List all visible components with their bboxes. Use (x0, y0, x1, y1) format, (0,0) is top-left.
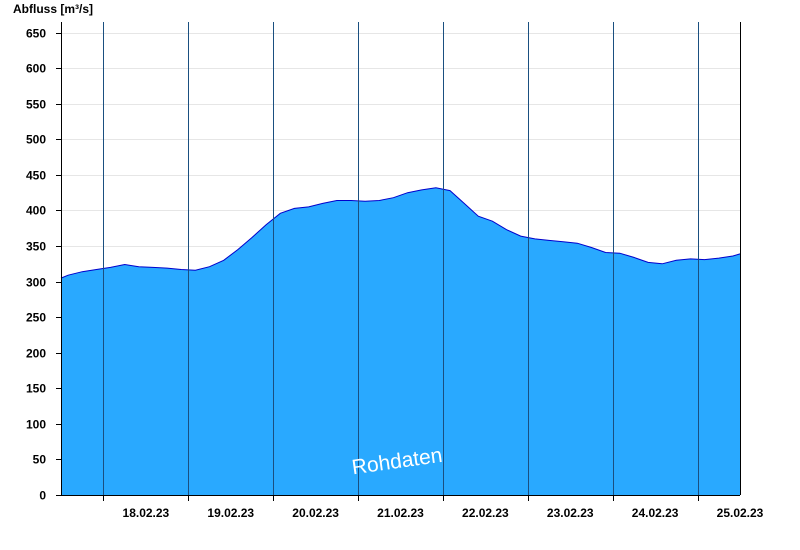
y-tick-label: 150 (26, 382, 46, 396)
axis-layer (61, 22, 741, 496)
day-boundary-layer (103, 22, 699, 495)
area-layer (60, 187, 741, 495)
y-tick-label: 600 (26, 62, 46, 76)
y-tick-label: 500 (26, 133, 46, 147)
y-tick-label: 300 (26, 276, 46, 290)
x-tick-label: 23.02.23 (547, 506, 594, 520)
y-tick-label: 0 (39, 489, 46, 503)
x-tick-label: 19.02.23 (207, 506, 254, 520)
x-tick-layer: 18.02.23 19.02.23 20.02.23 21.02.23 22.02.23… (103, 495, 764, 520)
x-tick-label: 18.02.23 (123, 506, 170, 520)
discharge-area (61, 187, 740, 495)
y-tick-label: 650 (26, 27, 46, 41)
y-tick-label: 550 (26, 98, 46, 112)
y-tick-label: 400 (26, 204, 46, 218)
x-tick-label: 25.02.23 (717, 506, 764, 520)
y-tick-layer: 0 50 100 150 200 250 300 350 400 450 500 550 600 650 (26, 27, 61, 503)
discharge-line (60, 187, 741, 279)
x-tick-label: 21.02.23 (377, 506, 424, 520)
y-tick-label: 450 (26, 169, 46, 183)
y-tick-label: 100 (26, 418, 46, 432)
x-tick-label: 24.02.23 (632, 506, 679, 520)
x-tick-label: 20.02.23 (292, 506, 339, 520)
y-tick-label: 50 (33, 453, 47, 467)
y-tick-label: 250 (26, 311, 46, 325)
x-tick-label: 22.02.23 (462, 506, 509, 520)
y-axis-label: Abfluss [m³/s] (13, 2, 93, 16)
y-tick-label: 200 (26, 347, 46, 361)
y-tick-label: 350 (26, 240, 46, 254)
